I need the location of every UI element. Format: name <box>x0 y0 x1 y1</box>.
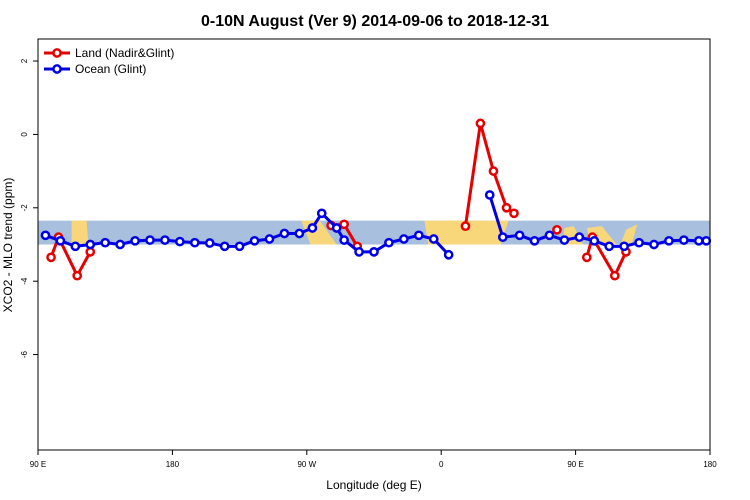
x-axis: 90 E 180 90 W 0 90 E 180 <box>30 450 717 469</box>
plot-area <box>37 38 712 451</box>
series-0-point <box>501 202 512 213</box>
series-1-point <box>70 241 81 252</box>
series-1-point <box>264 234 275 244</box>
land-area-3 <box>461 220 509 245</box>
series-0-point <box>460 221 471 232</box>
series-0-point <box>581 252 592 263</box>
series-0-point <box>339 219 349 230</box>
x-tick-label-1: 180 <box>166 460 180 469</box>
y-tick-label-4: -6 <box>20 350 29 358</box>
series-0-point <box>552 224 562 235</box>
series-0-line-4 <box>585 235 628 278</box>
x-tick-label-4: 90 E <box>567 460 583 469</box>
series-1-point <box>649 239 659 250</box>
legend-marker-0 <box>52 48 62 58</box>
series-1-point <box>354 246 364 257</box>
y-axis: 2 0 -2 -4 -6 <box>20 58 38 358</box>
chart-title: 0-10N August (Ver 9) 2014-09-06 to 2018-… <box>201 13 549 30</box>
series-0-point <box>46 252 56 263</box>
series-1-point <box>574 232 585 243</box>
series-1-point <box>249 235 260 246</box>
series-1-point <box>497 232 508 243</box>
x-tick-label-5: 180 <box>703 460 717 469</box>
series-0-point <box>609 270 620 281</box>
series-1-point <box>331 223 342 233</box>
series-1-point <box>544 230 555 241</box>
series-1-point <box>604 241 615 252</box>
series-lines <box>40 118 712 281</box>
series-1-point <box>634 237 644 248</box>
series-1-point <box>130 235 140 246</box>
series-1-point <box>234 241 245 252</box>
series-1-point <box>294 228 305 239</box>
legend-marker-1 <box>52 64 62 74</box>
y-tick-label-3: -4 <box>20 277 29 285</box>
legend: Land (Nadir&Glint) Ocean (Glint) <box>44 46 174 76</box>
series-1-point <box>369 246 379 257</box>
series-1-point <box>413 230 424 241</box>
y-axis-label: XCO2 - MLO trend (ppm) <box>1 178 15 313</box>
land-area-0 <box>71 220 89 245</box>
series-1-point <box>693 235 704 246</box>
series-1-point <box>175 236 185 247</box>
series-1-point <box>204 238 215 248</box>
series-1-point <box>443 249 454 260</box>
series-1-point <box>55 235 66 246</box>
y-tick-label-2: -2 <box>20 204 29 212</box>
series-1-point <box>85 239 96 250</box>
series-1-point <box>316 208 327 219</box>
series-1-point <box>559 235 570 245</box>
x-axis-label: Longitude (deg E) <box>326 478 421 492</box>
series-0-point <box>488 166 499 176</box>
legend-label-0: Land (Nadir&Glint) <box>75 46 174 60</box>
series-0-line-0 <box>49 235 92 278</box>
series-1-point <box>679 235 689 245</box>
series-1-point <box>399 234 409 244</box>
series-1-point <box>701 235 712 246</box>
series-1 <box>40 190 712 260</box>
land-area-6 <box>620 224 638 245</box>
series-1-point <box>307 223 318 233</box>
series-1-point <box>160 235 170 245</box>
series-1-point <box>115 239 125 250</box>
series-1-point <box>100 237 111 248</box>
series-1-point <box>484 190 495 200</box>
legend-label-1: Ocean (Glint) <box>75 62 146 76</box>
series-1-line-1 <box>488 194 707 248</box>
series-1-point <box>384 237 394 248</box>
y-tick-label-1: 0 <box>20 132 29 137</box>
series-1-point <box>529 235 540 246</box>
series-0-point <box>509 208 519 219</box>
series-1-point <box>339 235 349 245</box>
series-0 <box>46 118 631 281</box>
x-tick-label-2: 90 W <box>297 460 316 469</box>
series-0-point <box>72 270 83 281</box>
series-1-point <box>219 241 230 252</box>
series-1-point <box>40 230 51 241</box>
series-0-point <box>475 118 486 129</box>
series-1-point <box>145 235 155 245</box>
x-tick-label-0: 90 E <box>30 460 46 469</box>
series-1-point <box>428 234 439 244</box>
series-1-point <box>589 235 600 246</box>
x-tick-label-3: 0 <box>439 460 444 469</box>
series-1-point <box>514 230 525 241</box>
series-1-point <box>189 237 200 248</box>
plot-frame <box>37 38 711 451</box>
y-tick-label-0: 2 <box>20 58 29 63</box>
series-1-point <box>279 228 290 239</box>
series-1-point <box>664 235 674 246</box>
series-1-point <box>619 241 629 252</box>
